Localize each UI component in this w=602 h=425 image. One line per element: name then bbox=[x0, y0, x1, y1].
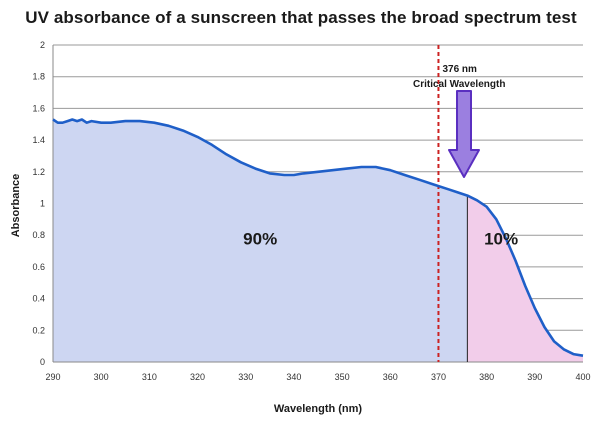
y-tick-label: 1 bbox=[40, 199, 45, 209]
region-label-left: 90% bbox=[243, 230, 277, 249]
x-tick-label: 360 bbox=[383, 372, 398, 382]
down-arrow-icon bbox=[448, 90, 480, 178]
x-tick-label: 370 bbox=[431, 372, 446, 382]
chart-title: UV absorbance of a sunscreen that passes… bbox=[25, 8, 577, 27]
x-tick-label: 320 bbox=[190, 372, 205, 382]
absorbance-series-line bbox=[52, 118, 584, 357]
region-label-right: 10% bbox=[484, 230, 518, 249]
x-tick-label: 380 bbox=[479, 372, 494, 382]
x-tick-label: 390 bbox=[527, 372, 542, 382]
y-tick-label: 1.6 bbox=[32, 103, 45, 113]
x-tick-label: 400 bbox=[575, 372, 590, 382]
x-tick-label: 350 bbox=[335, 372, 350, 382]
x-tick-label: 330 bbox=[238, 372, 253, 382]
axes bbox=[52, 45, 583, 363]
critical-wavelength-value: 376 nm bbox=[442, 64, 477, 75]
area-fill-left bbox=[53, 119, 468, 362]
x-tick-label: 310 bbox=[142, 372, 157, 382]
area-fill-right bbox=[467, 195, 583, 362]
critical-wavelength-text: Critical Wavelength bbox=[413, 79, 505, 90]
x-tick-label: 290 bbox=[45, 372, 60, 382]
y-tick-label: 0.4 bbox=[32, 294, 45, 304]
y-tick-label: 0.2 bbox=[32, 325, 45, 335]
y-tick-label: 0.6 bbox=[32, 262, 45, 272]
y-tick-label: 1.8 bbox=[32, 72, 45, 82]
y-tick-label: 1.4 bbox=[32, 135, 45, 145]
y-tick-label: 2 bbox=[40, 40, 45, 50]
tick-labels: 0 0.2 0.4 0.6 0.8 1 1.2 1.4 1.6 1.8 2 290 300 310 320 3… bbox=[32, 40, 590, 382]
y-tick-label: 1.2 bbox=[32, 167, 45, 177]
x-tick-label: 340 bbox=[286, 372, 301, 382]
x-tick-label: 300 bbox=[94, 372, 109, 382]
x-axis-label: Wavelength (nm) bbox=[274, 403, 363, 415]
y-tick-label: 0 bbox=[40, 357, 45, 367]
y-axis-label: Absorbance bbox=[10, 174, 22, 238]
y-tick-label: 0.8 bbox=[32, 230, 45, 240]
